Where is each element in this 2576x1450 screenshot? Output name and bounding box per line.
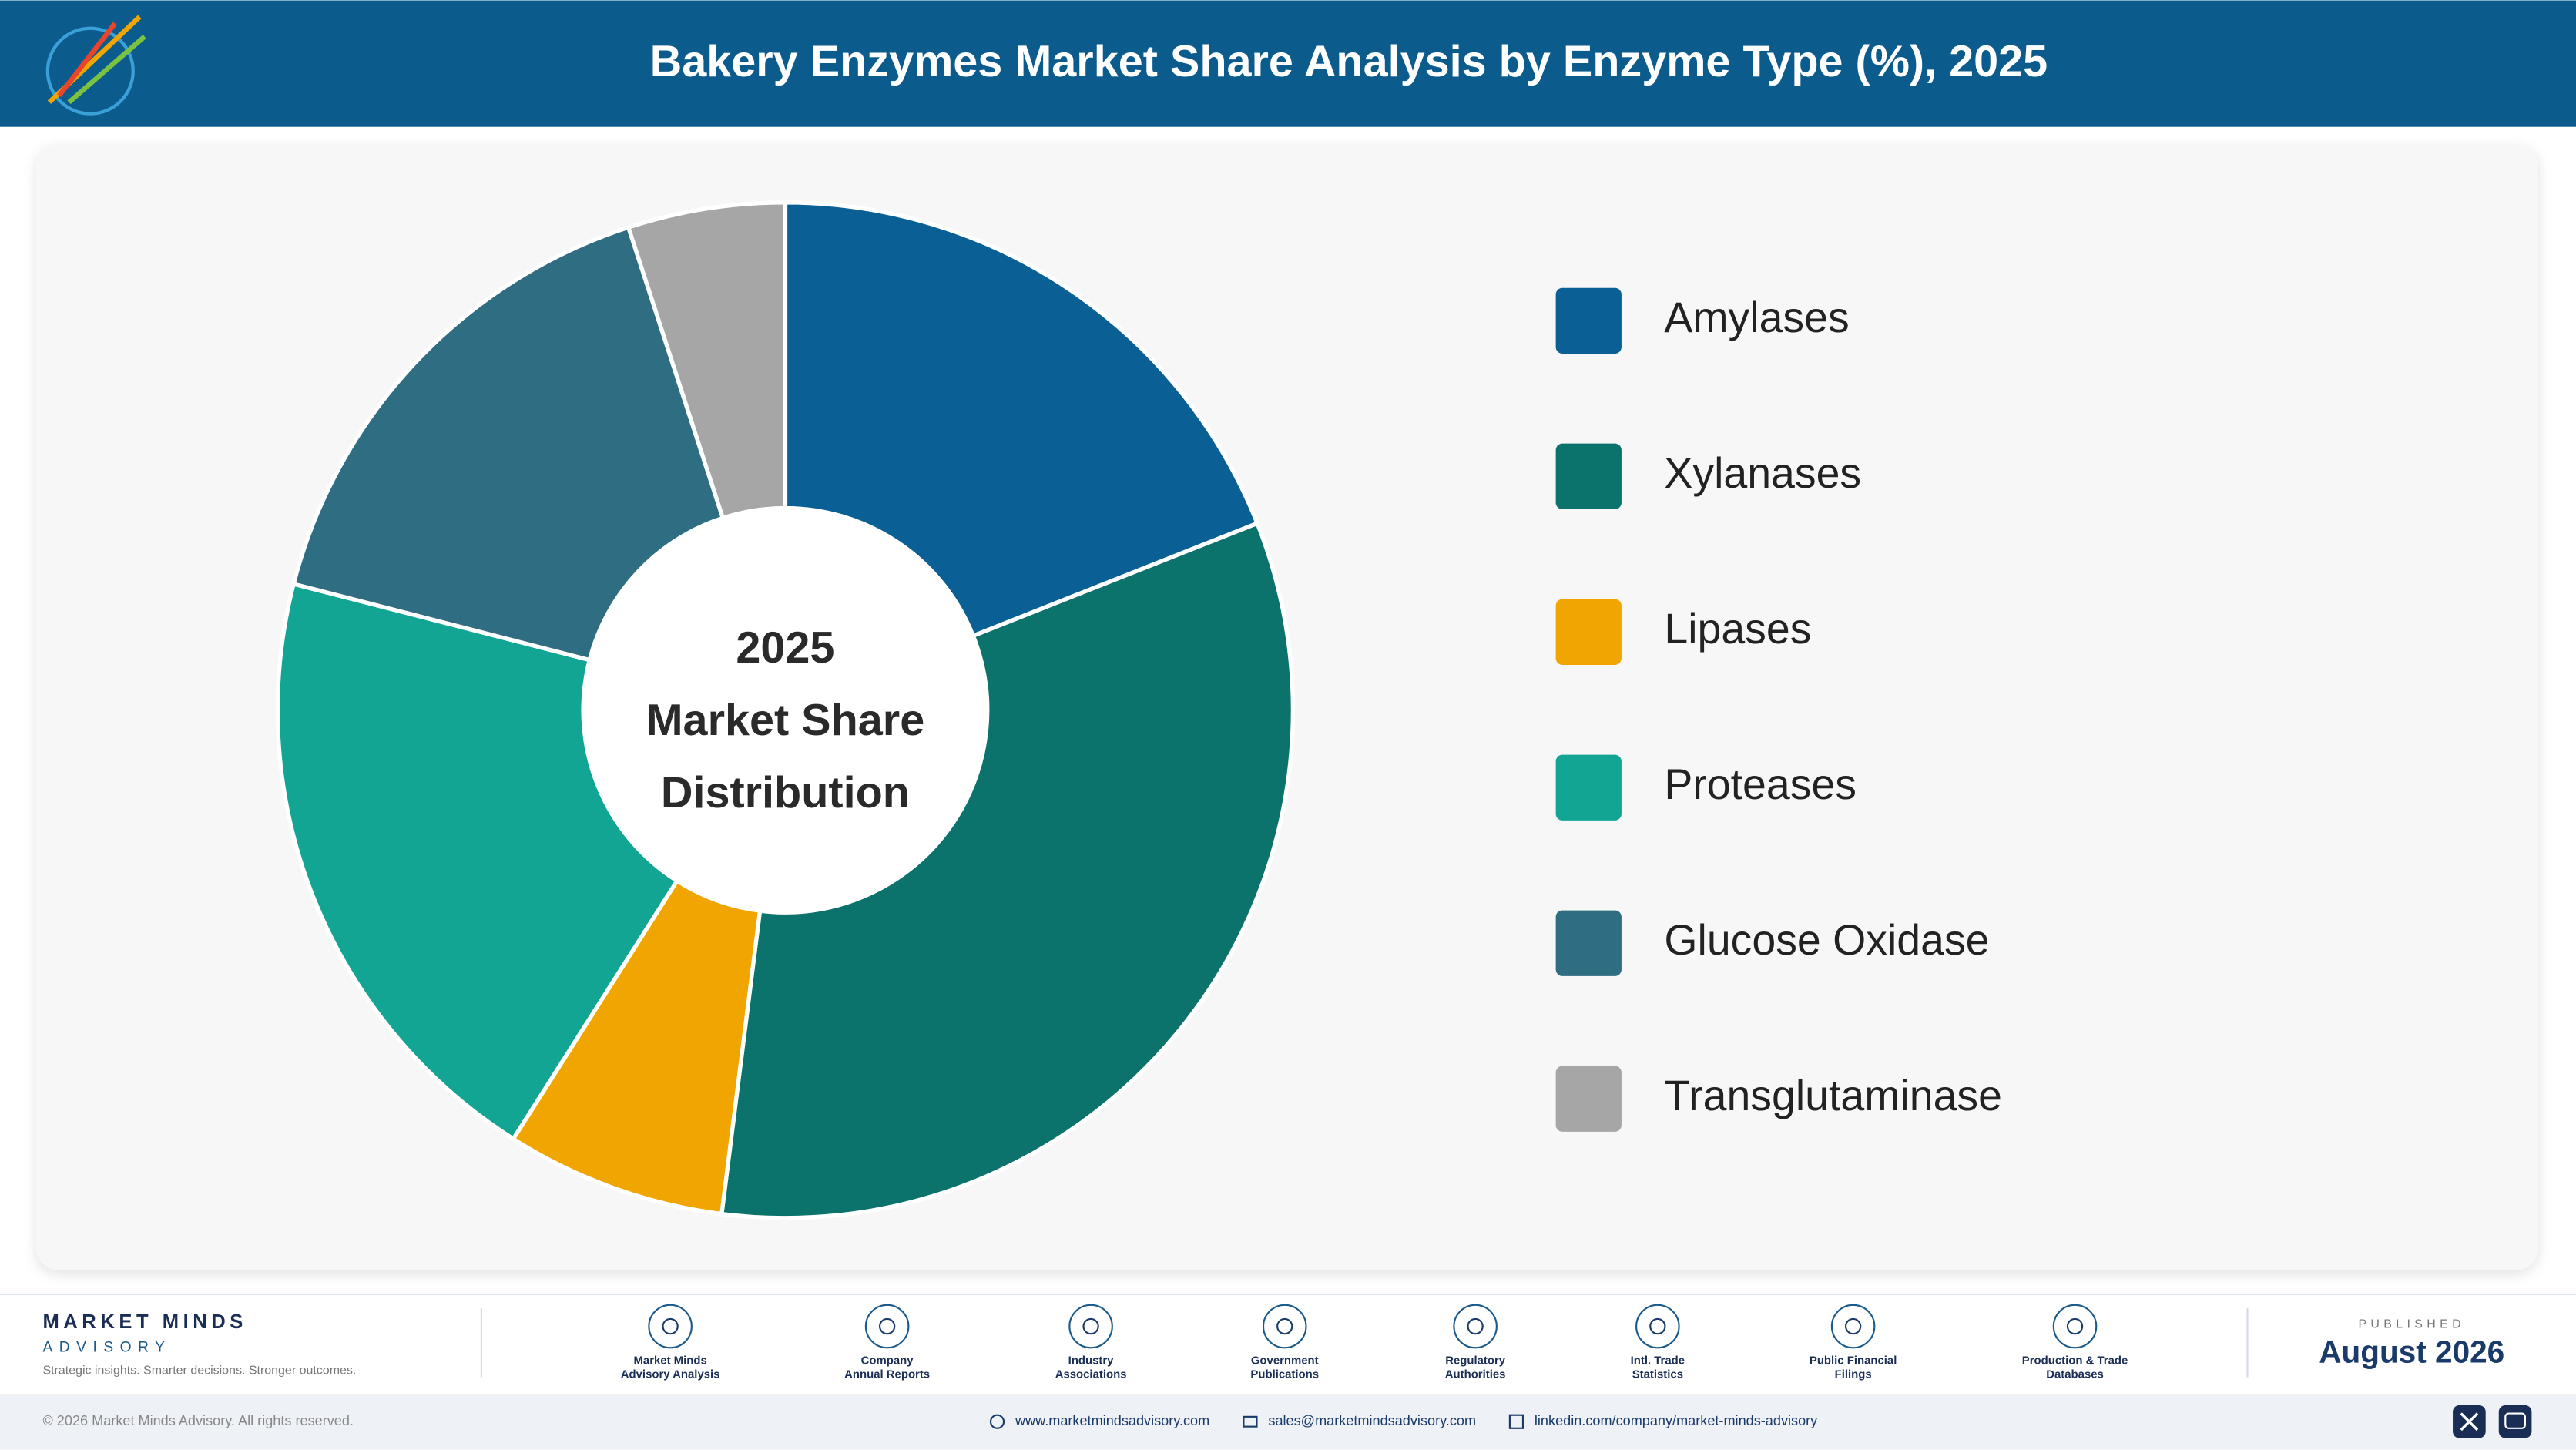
source-label: Regulatory — [1445, 1354, 1506, 1367]
source-label: Annual Reports — [844, 1368, 930, 1381]
source-icon — [1453, 1304, 1498, 1349]
linkedin-link[interactable]: linkedin.com/company/market-minds-adviso… — [1535, 1413, 1818, 1428]
source-label: Company — [861, 1354, 914, 1367]
bottom-strip — [0, 1393, 2576, 1450]
youtube-button[interactable] — [2498, 1405, 2532, 1438]
copyright: © 2026 Market Minds Advisory. All rights… — [42, 1413, 354, 1428]
source-label: Statistics — [1632, 1368, 1683, 1381]
published-date: August 2026 — [2319, 1334, 2504, 1370]
tagline: Strategic insights. Smarter decisions. S… — [42, 1364, 356, 1377]
source-icon — [2052, 1304, 2098, 1349]
legend-swatch — [1555, 1066, 1622, 1132]
legend-label: Proteases — [1664, 760, 1857, 808]
legend-swatch — [1555, 754, 1622, 821]
legend-label: Glucose Oxidase — [1664, 916, 1989, 964]
source-label: Industry — [1068, 1354, 1115, 1367]
legend-label: Xylanases — [1664, 449, 1861, 497]
source-label: Authorities — [1445, 1368, 1506, 1381]
legend-swatch — [1555, 910, 1622, 976]
center-text: 2025 — [736, 623, 834, 673]
source-label: Public Financial — [1810, 1354, 1897, 1367]
website-link[interactable]: www.marketmindsadvisory.com — [1015, 1413, 1209, 1428]
source-label: Market Minds — [633, 1354, 706, 1367]
source-icon-glyph — [1649, 1317, 1666, 1335]
source-label: Intl. Trade — [1631, 1354, 1685, 1367]
legend-swatch — [1555, 287, 1622, 354]
source-label: Filings — [1835, 1368, 1872, 1381]
source-label: Publications — [1250, 1368, 1319, 1381]
x-icon — [2460, 1412, 2479, 1432]
source-icon — [1635, 1304, 1680, 1349]
source-label: Databases — [2046, 1368, 2104, 1381]
source-icon — [1068, 1304, 1113, 1349]
logo — [45, 15, 146, 116]
brand: MARKET MINDS — [42, 1311, 247, 1333]
youtube-icon — [2504, 1412, 2526, 1429]
source-icon — [1262, 1304, 1307, 1349]
web-icon — [989, 1414, 1005, 1429]
source-label: Government — [1251, 1354, 1319, 1367]
center-text: Distribution — [661, 768, 910, 817]
header-bar — [0, 0, 2576, 127]
source-icon — [864, 1304, 910, 1349]
legend-label: Transglutaminase — [1664, 1072, 2002, 1119]
divider — [0, 1293, 2576, 1296]
mail-icon — [1243, 1415, 1258, 1428]
legend-swatch — [1555, 599, 1622, 665]
source-icon-glyph — [2066, 1317, 2084, 1335]
legend-label: Amylases — [1664, 294, 1849, 341]
source-icon — [648, 1304, 693, 1349]
source-icon — [1830, 1304, 1876, 1349]
published-label: PUBLISHED — [2358, 1318, 2465, 1331]
source-label: Advisory Analysis — [621, 1368, 720, 1381]
source-icon-glyph — [1276, 1317, 1293, 1335]
source-icon-glyph — [878, 1317, 896, 1335]
brand-sub: ADVISORY — [42, 1339, 171, 1355]
legend-swatch — [1555, 443, 1622, 509]
donut-hole — [583, 508, 988, 913]
page-title: Bakery Enzymes Market Share Analysis by … — [650, 37, 2048, 86]
email-link[interactable]: sales@marketmindsadvisory.com — [1268, 1413, 1476, 1428]
center-text: Market Share — [646, 696, 925, 745]
source-icon-glyph — [1082, 1317, 1099, 1335]
donut-chart: Amylases Xylanases Lipases Proteases Glucose… — [275, 200, 2002, 1220]
source-icon-glyph — [662, 1317, 679, 1335]
source-icon-glyph — [1844, 1317, 1862, 1335]
linkedin-icon — [1508, 1414, 1524, 1429]
legend-label: Lipases — [1664, 605, 1811, 653]
source-label: Production & Trade — [2022, 1354, 2128, 1367]
source-label: Associations — [1055, 1368, 1127, 1381]
source-icon-glyph — [1467, 1317, 1484, 1335]
